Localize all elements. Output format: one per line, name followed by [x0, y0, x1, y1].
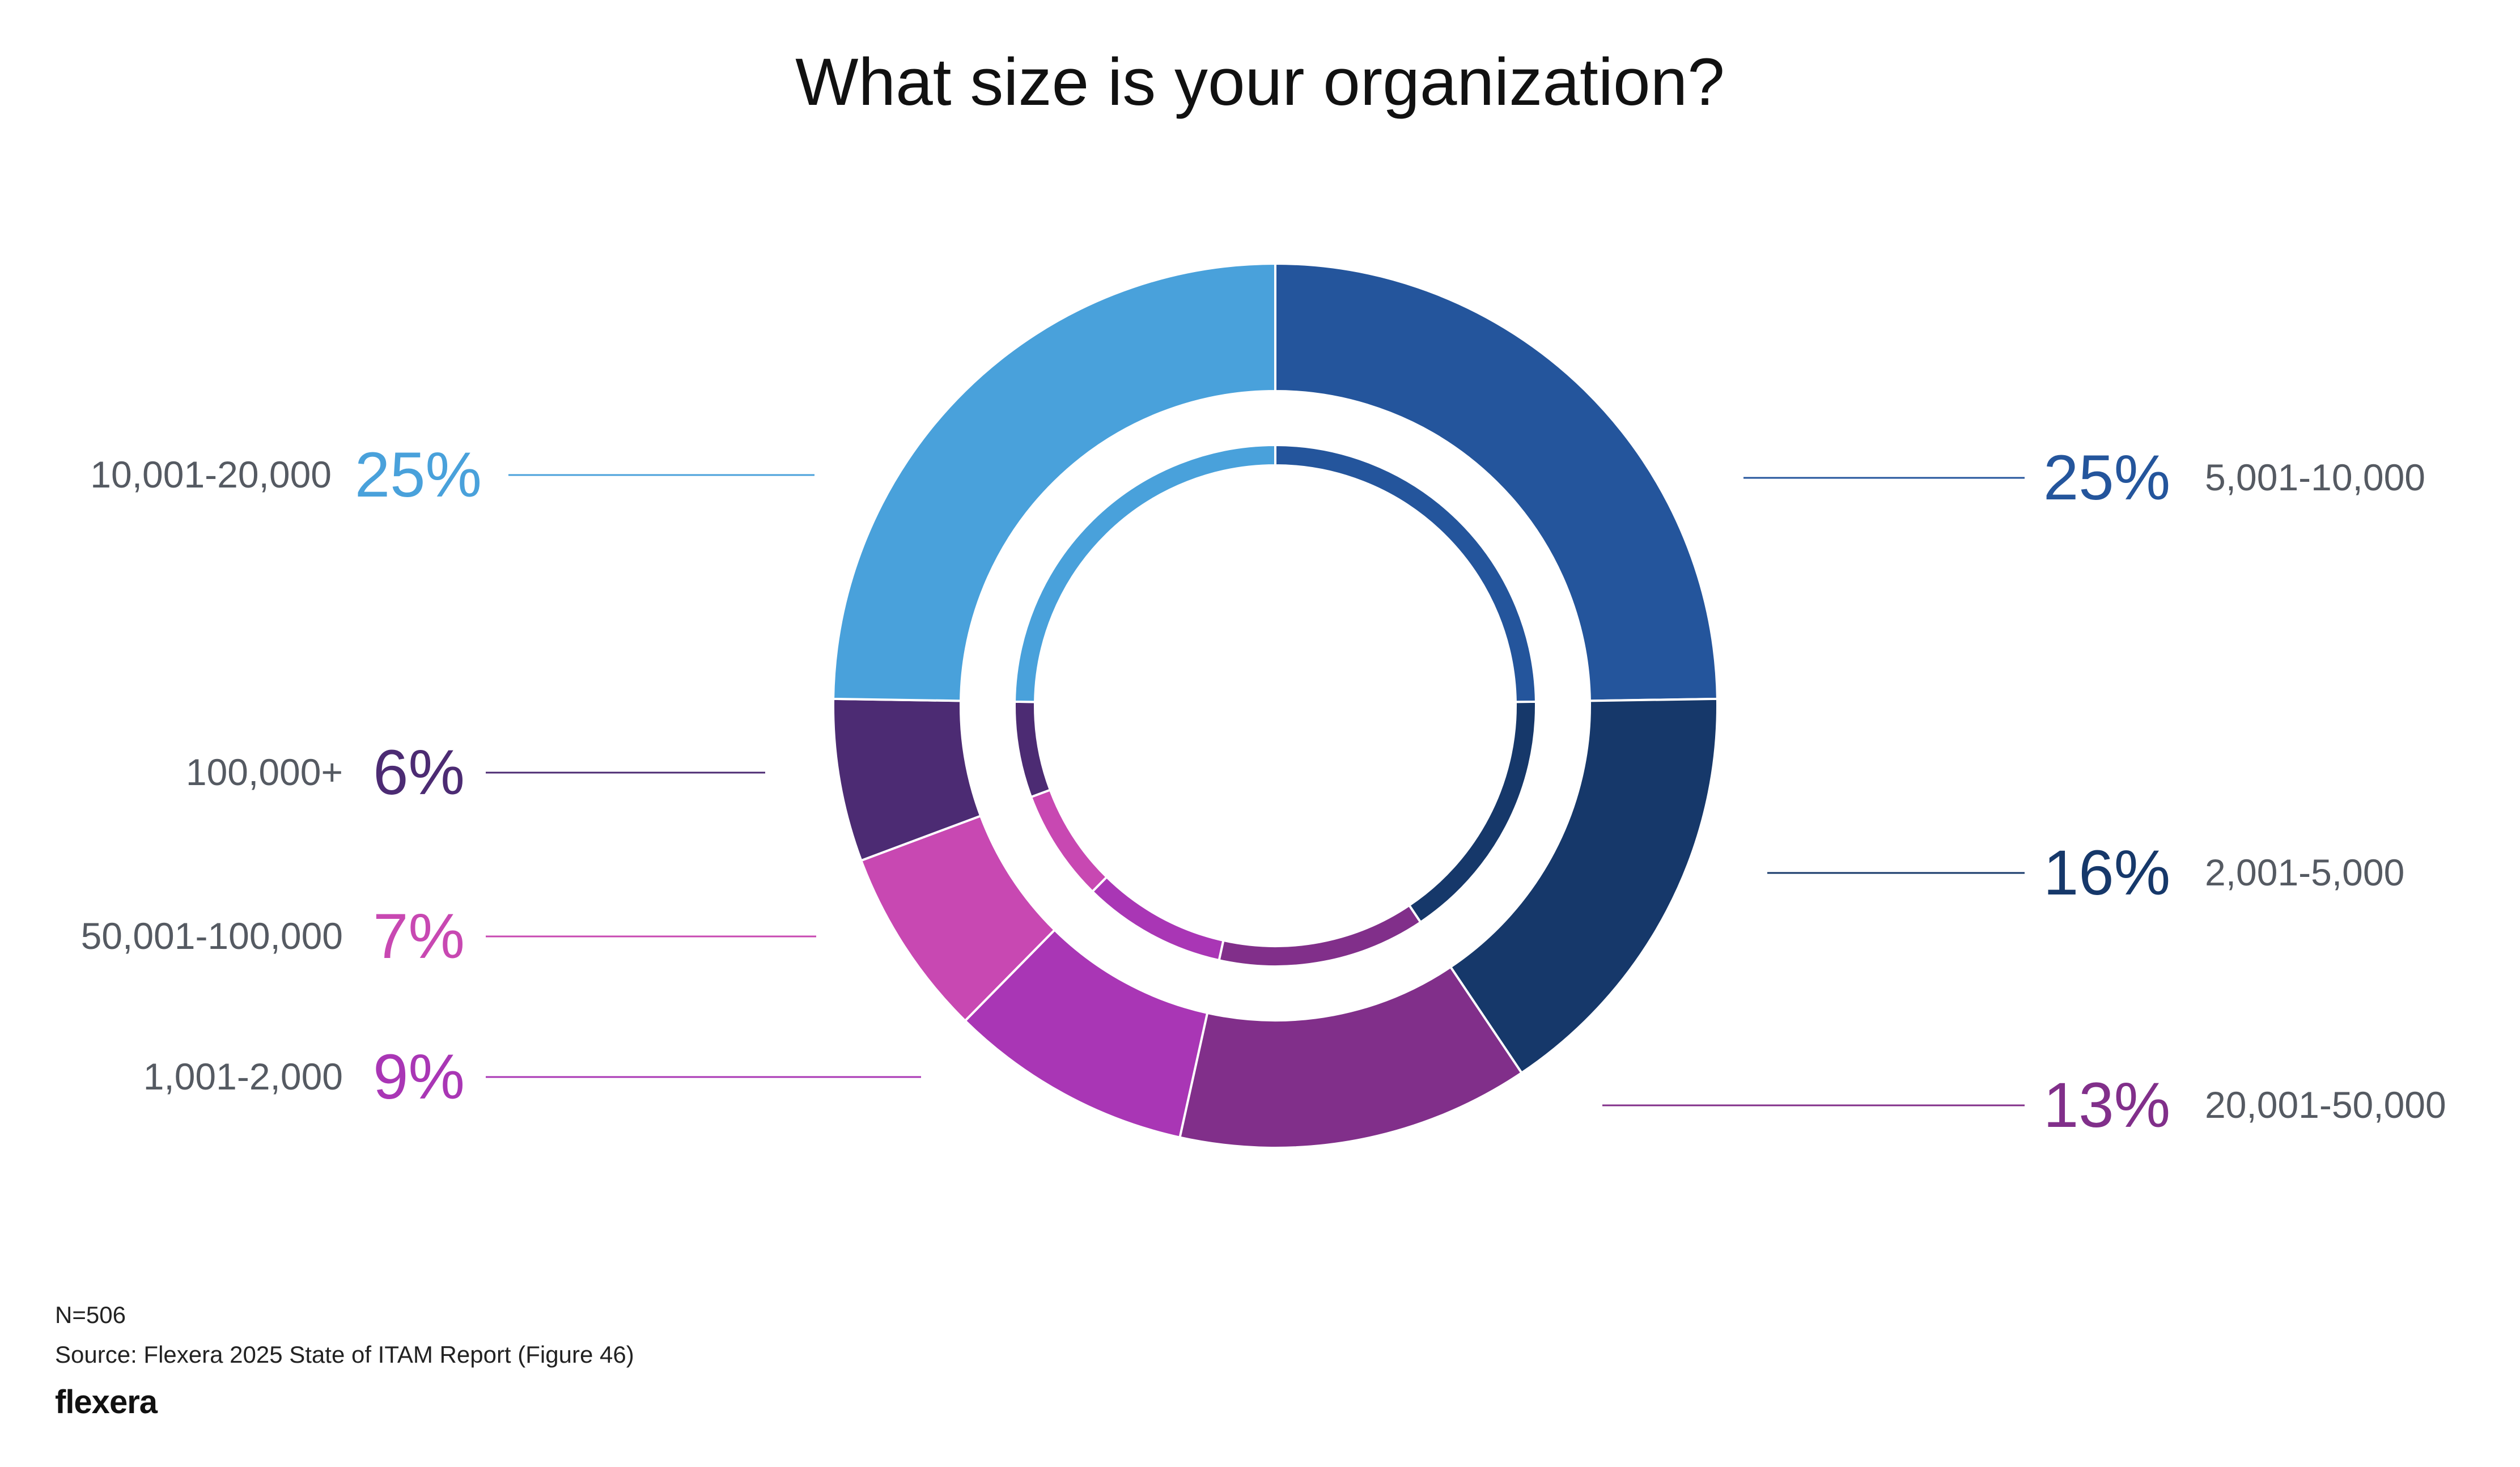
slice-10-001-20-000 — [832, 262, 1276, 702]
leader-lines — [486, 474, 2025, 1106]
category-label-50-001-100-000: 50,001-100,000 — [81, 915, 343, 957]
inner-slice-2-001-5-000 — [1407, 700, 1537, 924]
percent-label-20-001-50-000: 13% — [2043, 1070, 2170, 1140]
inner-slice-20-001-50-000 — [1217, 904, 1423, 968]
category-label-100-000: 100,000+ — [186, 751, 343, 793]
percent-label-50-001-100-000: 7% — [373, 901, 465, 972]
source-note: Source: Flexera 2025 State of ITAM Repor… — [55, 1341, 634, 1368]
chart-title: What size is your organization? — [795, 45, 1725, 120]
inner-slice-100-000 — [1013, 700, 1052, 799]
category-label-10-001-20-000: 10,001-20,000 — [90, 453, 332, 495]
category-label-5-001-10-000: 5,001-10,000 — [2205, 456, 2425, 498]
slice-labels: 25% 5,001-10,000 16% 2,001-5,000 13% 20,001-5… — [81, 439, 2446, 1140]
slice-5-001-10-000 — [1274, 262, 1719, 702]
percent-label-1-001-2-000: 9% — [373, 1041, 465, 1112]
percent-label-5-001-10-000: 25% — [2043, 442, 2170, 513]
slice-20-001-50-000 — [1178, 965, 1524, 1149]
category-label-20-001-50-000: 20,001-50,000 — [2205, 1084, 2446, 1126]
inner-slice-50-001-100-000 — [1029, 788, 1109, 893]
category-label-2-001-5-000: 2,001-5,000 — [2205, 851, 2404, 893]
inner-slice-1-001-2-000 — [1091, 875, 1225, 962]
inner-ring — [1013, 443, 1537, 968]
percent-label-100-000: 6% — [373, 737, 465, 808]
outer-ring — [832, 262, 1719, 1149]
flexera-logo: flexera — [55, 1384, 158, 1421]
category-label-1-001-2-000: 1,001-2,000 — [143, 1055, 343, 1097]
slice-2-001-5-000 — [1449, 697, 1719, 1075]
inner-slice-10-001-20-000 — [1013, 443, 1276, 703]
percent-label-10-001-20-000: 25% — [355, 439, 482, 510]
percent-label-2-001-5-000: 16% — [2043, 837, 2170, 908]
sample-size-note: N=506 — [55, 1301, 126, 1328]
